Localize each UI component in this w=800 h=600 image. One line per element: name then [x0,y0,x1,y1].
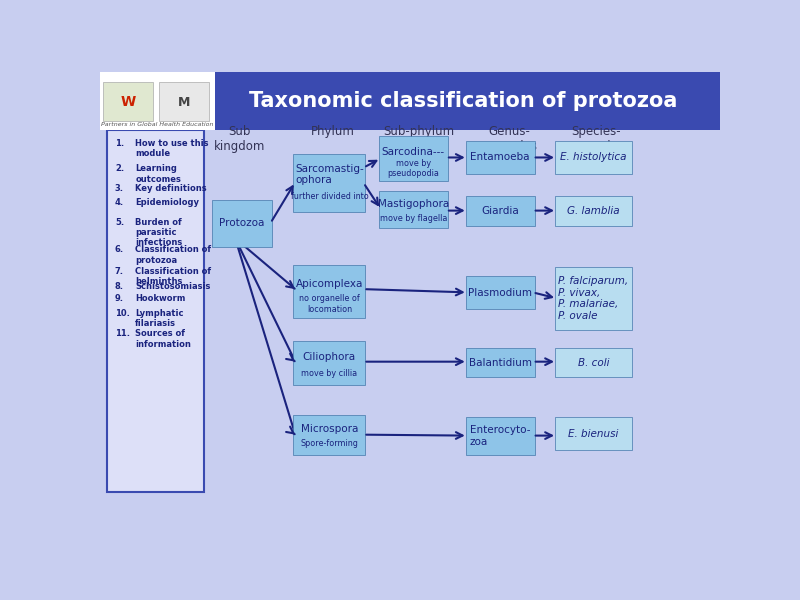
FancyBboxPatch shape [555,267,632,330]
Text: G. lamblia: G. lamblia [567,206,620,216]
Text: Apicomplexa: Apicomplexa [296,279,363,289]
Text: further divided into: further divided into [290,192,368,201]
FancyBboxPatch shape [379,136,448,181]
Text: E. bienusi: E. bienusi [568,428,618,439]
Text: Enterocyto-
zoa: Enterocyto- zoa [470,425,530,446]
FancyBboxPatch shape [555,196,632,226]
Text: 7.: 7. [115,267,124,276]
Text: 9.: 9. [115,294,124,303]
Text: Balantidium: Balantidium [469,358,532,368]
Text: 10.: 10. [115,309,130,318]
Text: Species-
examples: Species- examples [567,125,625,153]
Text: Sarcodina---: Sarcodina--- [382,147,445,157]
Text: Sub-phylum: Sub-phylum [384,125,455,138]
Text: move by
pseudopodia: move by pseudopodia [387,159,439,178]
Text: Plasmodium: Plasmodium [468,287,532,298]
Text: 2.: 2. [115,164,124,173]
Text: Ciliophora: Ciliophora [303,352,356,362]
Text: Classification of
helminths: Classification of helminths [135,267,211,286]
FancyBboxPatch shape [555,348,632,377]
FancyBboxPatch shape [294,341,366,385]
Text: Key definitions: Key definitions [135,184,207,193]
FancyBboxPatch shape [466,196,534,226]
Text: Microspora: Microspora [301,424,358,434]
Text: Genus-
examples: Genus- examples [481,125,538,153]
Text: Schistosomiasis: Schistosomiasis [135,282,210,291]
FancyBboxPatch shape [294,415,366,455]
Text: Burden of
parasitic
infections: Burden of parasitic infections [135,218,182,247]
FancyBboxPatch shape [294,265,366,318]
Text: Epidemiology: Epidemiology [135,198,199,207]
Text: P. falciparum,
P. vivax,
P. malariae,
P. ovale: P. falciparum, P. vivax, P. malariae, P.… [558,276,629,321]
Text: B. coli: B. coli [578,358,610,368]
Text: 8.: 8. [115,282,124,291]
Text: W: W [120,95,135,109]
Text: 3.: 3. [115,184,124,193]
Text: Hookworm: Hookworm [135,294,186,303]
Text: Sub
kingdom: Sub kingdom [214,125,265,153]
Text: Mastigophora: Mastigophora [378,199,449,209]
Text: How to use this
module: How to use this module [135,139,209,158]
FancyBboxPatch shape [555,141,632,173]
FancyBboxPatch shape [211,200,272,247]
Text: move by flagella: move by flagella [380,214,447,223]
FancyBboxPatch shape [466,276,534,309]
Text: Classification of
protozoa: Classification of protozoa [135,245,211,265]
FancyBboxPatch shape [555,417,632,450]
Text: Entamoeba: Entamoeba [470,152,530,162]
Text: Giardia: Giardia [482,206,519,216]
Text: Protozoa: Protozoa [219,218,265,229]
Bar [214,72,720,130]
Text: Spore-forming: Spore-forming [301,439,358,448]
Bar [103,82,153,121]
Text: no organelle of
locomation: no organelle of locomation [299,295,360,314]
Text: M: M [178,95,190,109]
Text: Lymphatic
filariasis: Lymphatic filariasis [135,309,184,328]
Text: Taxonomic classification of protozoa: Taxonomic classification of protozoa [249,91,677,111]
FancyBboxPatch shape [466,417,534,455]
Text: 4.: 4. [115,198,124,207]
Text: Sarcomastig-
ophora: Sarcomastig- ophora [295,164,364,185]
Text: Sources of
information: Sources of information [135,329,191,349]
Text: Partners in Global Health Education: Partners in Global Health Education [101,122,214,127]
Text: Phylum: Phylum [310,125,354,138]
Bar [107,130,203,493]
Text: E. histolytica: E. histolytica [560,152,626,162]
FancyBboxPatch shape [466,141,534,173]
Text: 1.: 1. [115,139,124,148]
FancyBboxPatch shape [466,348,534,377]
Text: move by cillia: move by cillia [302,369,358,378]
Text: 5.: 5. [115,218,124,227]
Text: 11.: 11. [115,329,130,338]
Bar [100,72,214,130]
Bar [159,82,209,121]
Text: Learning
outcomes: Learning outcomes [135,164,182,184]
FancyBboxPatch shape [294,154,366,212]
Text: 6.: 6. [115,245,124,254]
FancyBboxPatch shape [379,191,448,228]
